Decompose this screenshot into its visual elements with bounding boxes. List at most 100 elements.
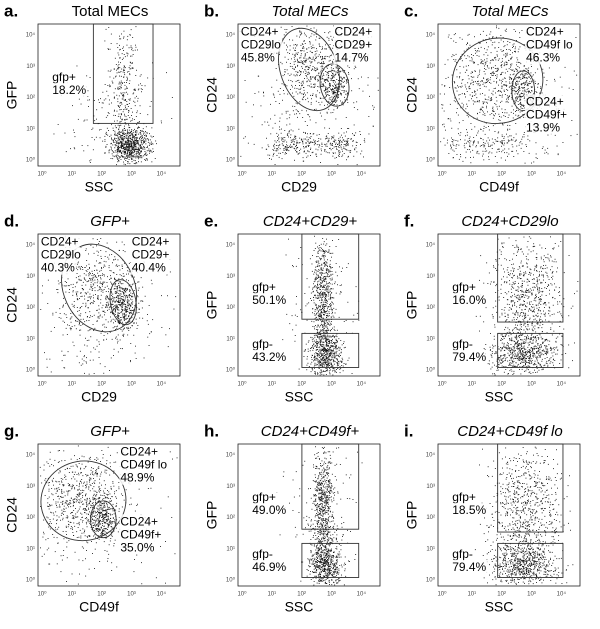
event-dot (343, 77, 345, 79)
event-dot (520, 83, 522, 85)
event-dot (117, 313, 119, 314)
event-dot (326, 286, 327, 288)
event-dot (135, 44, 136, 46)
event-dot (524, 84, 525, 86)
event-dot (524, 76, 525, 78)
event-dot (130, 62, 131, 64)
event-dot (465, 86, 467, 88)
event-dot (485, 82, 486, 84)
event-dot (96, 282, 98, 284)
event-dot (487, 102, 488, 104)
event-dot (451, 141, 453, 142)
event-dot (105, 296, 107, 298)
event-dot (105, 251, 107, 253)
event-dot (331, 89, 333, 90)
event-dot (357, 78, 359, 80)
event-dot (133, 144, 134, 146)
event-dot (130, 309, 132, 311)
event-dot (332, 88, 334, 89)
event-dot (114, 293, 116, 294)
event-dot (305, 152, 307, 154)
event-dot (99, 281, 101, 283)
event-dot (503, 65, 505, 67)
event-dot (128, 315, 130, 316)
event-dot (502, 123, 503, 125)
event-dot (127, 77, 128, 79)
event-dot (459, 58, 461, 60)
event-dot (505, 159, 506, 161)
event-dot (332, 68, 334, 69)
event-dot (317, 341, 319, 342)
event-dot (523, 44, 525, 45)
event-dot (117, 312, 119, 314)
event-dot (505, 62, 507, 63)
event-dot (92, 294, 94, 296)
event-dot (111, 147, 112, 149)
event-dot (124, 289, 125, 291)
event-dot (125, 129, 127, 131)
event-dot (310, 137, 311, 139)
event-dot (326, 94, 328, 95)
event-dot (123, 161, 124, 163)
event-dot (325, 71, 327, 72)
event-dot (138, 145, 140, 147)
event-dot (471, 79, 473, 81)
event-dot (106, 144, 108, 145)
event-dot (441, 107, 443, 109)
event-dot (287, 145, 289, 147)
event-dot (141, 148, 143, 149)
event-dot (462, 106, 464, 108)
event-dot (321, 282, 323, 284)
event-dot (484, 63, 486, 65)
event-dot (115, 306, 117, 307)
event-dot (338, 94, 340, 95)
event-dot (70, 313, 72, 314)
event-dot (285, 149, 287, 151)
label-bg (130, 260, 168, 275)
event-dot (89, 293, 91, 295)
event-dot (141, 157, 143, 159)
event-dot (283, 90, 284, 91)
event-dot (338, 154, 340, 155)
event-dot (476, 82, 478, 84)
event-dot (90, 315, 91, 317)
event-dot (297, 52, 299, 54)
event-dot (336, 96, 338, 98)
event-dot (325, 96, 327, 97)
event-dot (118, 309, 120, 311)
event-dot (321, 49, 323, 50)
event-dot (130, 45, 132, 47)
event-dot (124, 153, 126, 155)
event-dot (311, 51, 313, 53)
event-dot (134, 148, 136, 150)
event-dot (78, 314, 80, 316)
event-dot (326, 265, 328, 266)
event-dot (517, 66, 519, 67)
event-dot (294, 49, 296, 51)
event-dot (147, 114, 149, 116)
event-dot (116, 94, 118, 96)
event-dot (455, 87, 457, 89)
event-dot (288, 130, 290, 132)
event-dot (485, 86, 487, 88)
event-dot (503, 54, 505, 56)
event-dot (291, 81, 293, 83)
event-dot (447, 76, 449, 78)
event-dot (97, 298, 99, 300)
event-dot (97, 278, 98, 280)
event-dot (320, 293, 322, 295)
event-dot (119, 339, 121, 341)
event-dot (112, 309, 114, 311)
event-dot (316, 156, 318, 157)
event-dot (342, 104, 344, 106)
event-dot (300, 71, 301, 72)
gate-label: 14.7% (335, 51, 369, 65)
event-dot (314, 303, 316, 305)
event-dot (70, 327, 72, 329)
event-dot (135, 130, 136, 132)
event-dot (119, 288, 121, 290)
event-dot (118, 81, 120, 83)
event-dot (283, 141, 285, 143)
event-dot (128, 143, 130, 145)
event-dot (129, 74, 131, 76)
